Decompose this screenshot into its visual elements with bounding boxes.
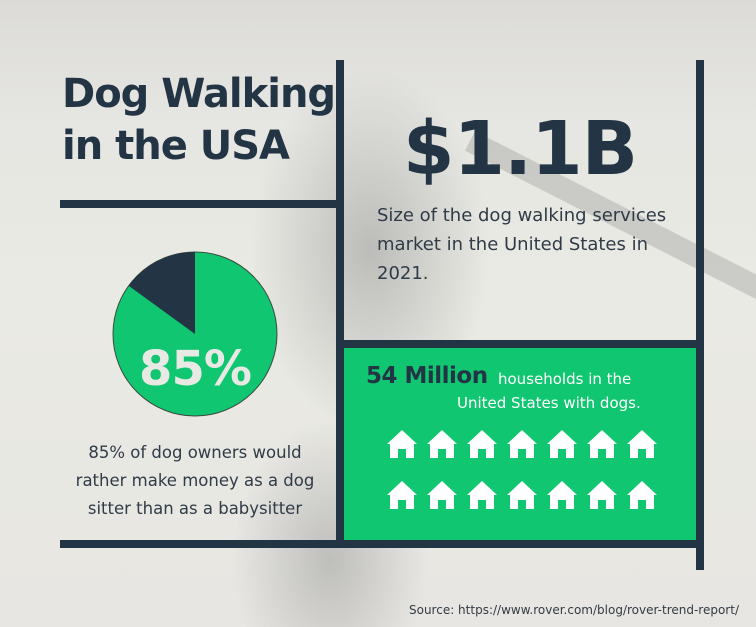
house-icon — [627, 430, 657, 458]
house-icon — [387, 430, 417, 458]
title-line-1: Dog Walking — [62, 71, 336, 117]
left-vertical-divider — [336, 60, 344, 548]
page-title: Dog Walking in the USA — [62, 68, 336, 172]
pie-chart — [112, 251, 278, 417]
households-description-line-2: United States with dogs. — [457, 394, 641, 412]
house-icon — [427, 430, 457, 458]
house-icon-row-1 — [387, 430, 657, 458]
households-description-line-1: households in the — [498, 370, 632, 388]
market-size-value: $1.1B — [403, 106, 638, 192]
title-underline-divider — [60, 200, 340, 208]
house-icon — [547, 481, 577, 509]
house-icon-row-2 — [387, 481, 657, 509]
bottom-horizontal-divider — [60, 540, 704, 548]
house-icon — [547, 430, 577, 458]
house-icon — [427, 481, 457, 509]
right-vertical-divider — [696, 60, 704, 570]
pie-slice-15 — [128, 252, 195, 334]
house-icon — [467, 481, 497, 509]
house-icon — [387, 481, 417, 509]
households-panel: 54 Million households in the United Stat… — [344, 348, 696, 540]
market-size-description: Size of the dog walking services market … — [377, 205, 667, 284]
house-icon — [627, 481, 657, 509]
pie-description: 85% of dog owners would rather make mone… — [75, 443, 315, 518]
house-icon — [467, 430, 497, 458]
pie-center-label: 85% — [139, 341, 252, 397]
house-icon — [587, 430, 617, 458]
house-icon — [507, 481, 537, 509]
green-box-top-border — [336, 340, 704, 348]
source-citation: Source: https://www.rover.com/blog/rover… — [408, 603, 739, 617]
house-icon — [507, 430, 537, 458]
house-icon — [587, 481, 617, 509]
households-value: 54 Million — [366, 363, 488, 389]
title-line-2: in the USA — [62, 123, 290, 169]
